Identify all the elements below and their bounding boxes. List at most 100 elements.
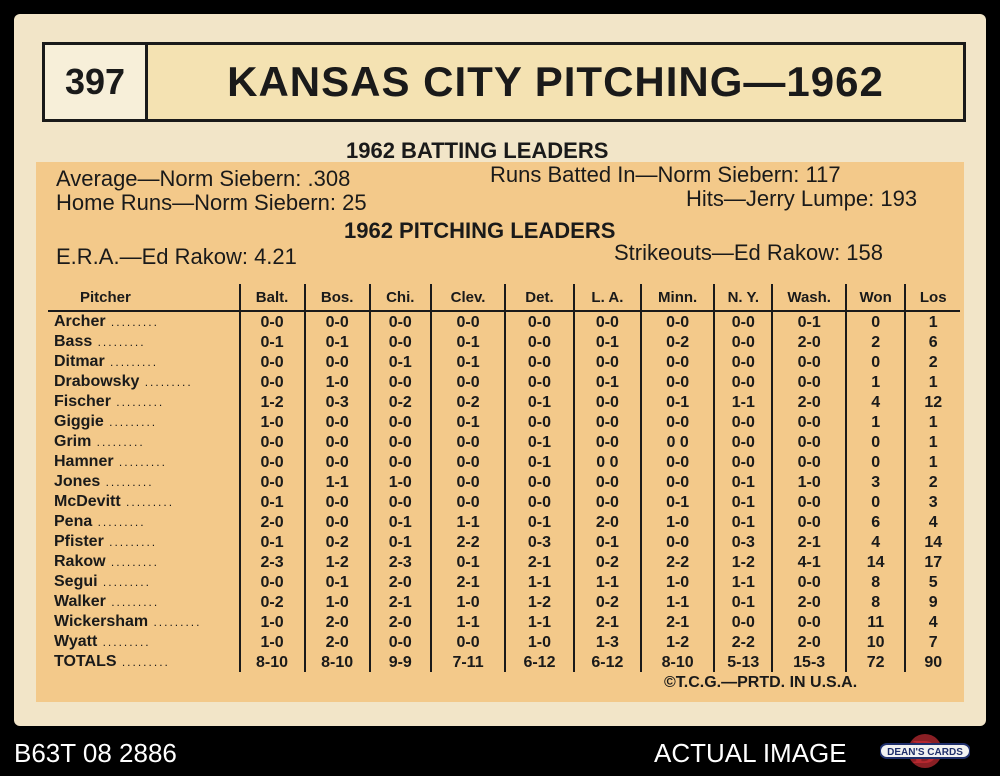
record-cell: 0-0 <box>572 472 642 492</box>
record-cell: 0-2 <box>238 592 305 612</box>
record-cell: 1 <box>904 372 960 392</box>
record-cell: 4 <box>844 532 906 552</box>
table-row: Bass ......... 0-1 0-1 0-0 0-1 0-0 0-1 0-2 0-0 2-… <box>48 332 960 352</box>
pitcher-name-text: Wickersham <box>54 613 149 630</box>
record-cell: 0-0 <box>713 332 773 352</box>
record-cell: 1-1 <box>504 572 574 592</box>
table-row: Rakow ......... 2-3 1-2 2-3 0-1 2-1 0-2 2-2 1-2 4… <box>48 552 960 572</box>
record-cell: 0-0 <box>640 412 715 432</box>
table-row: Drabowsky ......... 0-0 1-0 0-0 0-0 0-0 0-1 0-0… <box>48 372 960 392</box>
record-cell: 1 <box>904 452 960 472</box>
pitcher-name: Pena ......... <box>48 512 240 532</box>
record-cell: 4 <box>844 392 906 412</box>
record-cell: 0-1 <box>429 332 506 352</box>
record-cell: 0-0 <box>504 311 574 332</box>
record-cell: 0-0 <box>368 412 431 432</box>
record-cell: 0-0 <box>504 492 574 512</box>
record-cell: 0-0 <box>238 572 305 592</box>
record-cell: 0-0 <box>368 632 431 652</box>
batting-average-leader: Average—Norm Siebern: .308 <box>56 166 351 191</box>
pitching-strikeouts-leader: Strikeouts—Ed Rakow: 158 <box>614 240 884 265</box>
pitcher-name-text: Ditmar <box>54 353 105 370</box>
pitcher-name: Archer ......... <box>48 311 240 332</box>
record-cell: 2-2 <box>429 532 506 552</box>
record-cell: 12 <box>904 392 960 412</box>
record-cell: 0-0 <box>771 372 846 392</box>
record-cell: 0-0 <box>504 472 574 492</box>
col-header-chi: Chi. <box>368 284 431 312</box>
record-cell: 1-1 <box>504 612 574 632</box>
record-cell: 0-0 <box>713 311 773 332</box>
record-cell: 0-1 <box>504 392 574 412</box>
record-cell: 1 <box>904 432 960 452</box>
record-cell: 3 <box>844 472 906 492</box>
record-cell: 1-1 <box>713 392 773 412</box>
record-cell: 0-0 <box>504 372 574 392</box>
record-cell: 0-0 <box>238 352 305 372</box>
record-cell: 0-1 <box>713 472 773 492</box>
record-cell: 1-1 <box>429 512 506 532</box>
pitcher-name-text: Jones <box>54 473 101 490</box>
record-cell: 0-0 <box>771 432 846 452</box>
record-cell: 0-1 <box>429 412 506 432</box>
record-cell: 0-1 <box>572 372 642 392</box>
record-cell: 2-2 <box>640 552 715 572</box>
pitcher-name: Ditmar ......... <box>48 352 240 372</box>
record-cell: 2-0 <box>303 632 370 652</box>
record-cell: 8-10 <box>640 652 715 672</box>
record-cell: 1-1 <box>429 612 506 632</box>
leader-dots: ......... <box>97 635 151 649</box>
record-cell: 0-0 <box>368 332 431 352</box>
record-cell: 1 <box>904 412 960 432</box>
record-cell: 0-0 <box>640 372 715 392</box>
table-row: Walker ......... 0-2 1-0 2-1 1-0 1-2 0-2 1-1 0-1… <box>48 592 960 612</box>
leader-dots: ......... <box>97 575 151 589</box>
actual-image-label: ACTUAL IMAGE <box>654 738 847 768</box>
pitcher-name-text: Segui <box>54 573 98 590</box>
table-row: Giggie ......... 1-0 0-0 0-0 0-1 0-0 0-0 0-0 0-0… <box>48 412 960 432</box>
pitcher-name-text: Bass <box>54 333 93 350</box>
record-cell: 0-2 <box>429 392 506 412</box>
record-cell: 0-1 <box>713 512 773 532</box>
pitcher-name-text: TOTALS <box>54 653 117 670</box>
record-cell: 0-0 <box>771 572 846 592</box>
table-row: Wyatt ......... 1-0 2-0 0-0 0-0 1-0 1-3 1-2 2-2 2… <box>48 632 960 652</box>
card-header: 397 KANSAS CITY PITCHING—1962 <box>42 42 966 122</box>
pitcher-name: Drabowsky ......... <box>48 372 240 392</box>
record-cell: 0-0 <box>429 432 506 452</box>
record-cell: 0-0 <box>303 452 370 472</box>
record-cell: 2-0 <box>771 632 846 652</box>
record-cell: 1-1 <box>713 572 773 592</box>
pitcher-name: Jones ......... <box>48 472 240 492</box>
card-number: 397 <box>45 45 148 119</box>
record-cell: 5-13 <box>713 652 773 672</box>
record-cell: 1-2 <box>640 632 715 652</box>
record-cell: 8-10 <box>238 652 305 672</box>
record-cell: 2-0 <box>368 612 431 632</box>
record-cell: 6-12 <box>572 652 642 672</box>
col-header-la: L. A. <box>572 284 642 312</box>
record-cell: 0 <box>844 352 906 372</box>
record-cell: 0-0 <box>368 452 431 472</box>
pitcher-name: Grim ......... <box>48 432 240 452</box>
record-cell: 0-0 <box>303 492 370 512</box>
record-cell: 2-1 <box>640 612 715 632</box>
pitching-record-table: Pitcher Balt. Bos. Chi. Clev. Det. L. A.… <box>48 284 960 672</box>
record-cell: 0 <box>844 432 906 452</box>
record-cell: 14 <box>904 532 960 552</box>
record-cell: 0-0 <box>771 512 846 532</box>
record-cell: 2-0 <box>368 572 431 592</box>
record-cell: 17 <box>904 552 960 572</box>
table-row: Segui ......... 0-0 0-1 2-0 2-1 1-1 1-1 1-0 1-1 0… <box>48 572 960 592</box>
leader-dots: ......... <box>139 375 193 389</box>
record-cell: 0-0 <box>572 432 642 452</box>
pitcher-name: Fischer ......... <box>48 392 240 412</box>
pitcher-name-text: Pfister <box>54 533 104 550</box>
record-cell: 2-2 <box>713 632 773 652</box>
record-cell: 0-1 <box>303 332 370 352</box>
deans-cards-logo: D DEAN'S CARDS <box>879 732 971 771</box>
table-row: Pena ......... 2-0 0-0 0-1 1-1 0-1 2-0 1-0 0-1 0-… <box>48 512 960 532</box>
record-cell: 8-10 <box>303 652 370 672</box>
record-cell: 0-0 <box>572 392 642 412</box>
record-cell: 2-1 <box>368 592 431 612</box>
